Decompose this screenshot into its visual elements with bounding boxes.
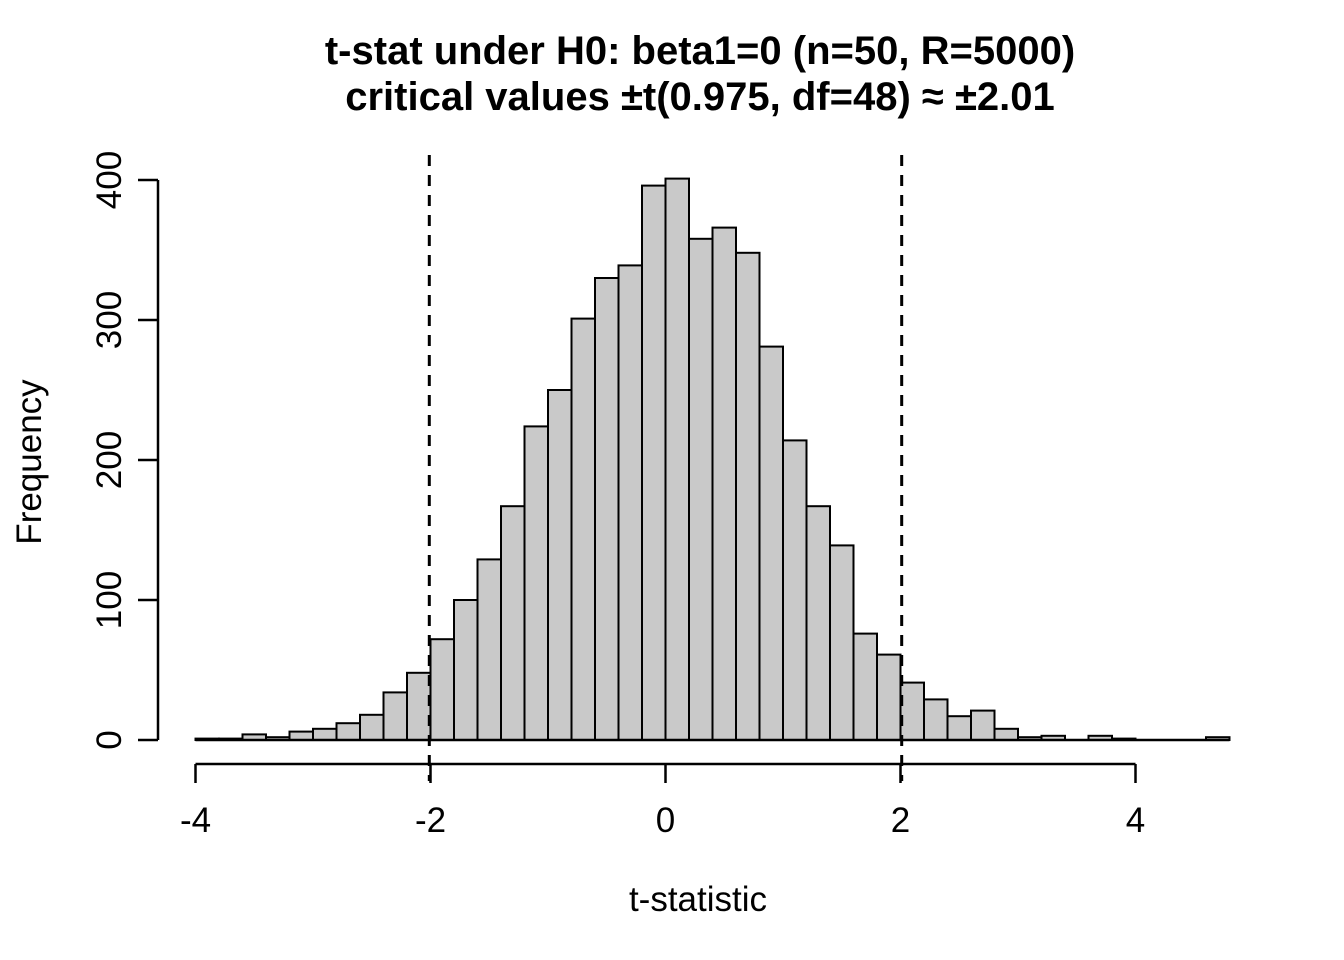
x-axis-tick-label: -4 bbox=[180, 801, 211, 840]
chart-title: t-stat under H0: beta1=0 (n=50, R=5000) … bbox=[56, 28, 1344, 120]
histogram-bar bbox=[876, 653, 902, 741]
histogram-bar bbox=[453, 599, 479, 741]
x-axis-tick-label: -2 bbox=[415, 801, 446, 840]
y-axis-tick-label: 400 bbox=[90, 151, 129, 209]
histogram-bar bbox=[852, 632, 878, 741]
y-axis-tick-label: 0 bbox=[90, 730, 129, 749]
histogram-bar bbox=[406, 671, 432, 741]
histogram-bar bbox=[312, 727, 338, 741]
histogram-bar bbox=[805, 505, 831, 742]
histogram-bar bbox=[970, 709, 996, 741]
x-axis-tick-label: 0 bbox=[656, 801, 675, 840]
y-axis-tick-label: 100 bbox=[90, 571, 129, 629]
histogram-bar bbox=[476, 558, 502, 742]
histogram-bar bbox=[688, 237, 714, 742]
histogram-bar bbox=[946, 715, 972, 742]
y-axis-tick-label: 200 bbox=[90, 431, 129, 489]
histogram-bar bbox=[429, 638, 455, 742]
histogram-bar bbox=[923, 698, 949, 742]
histogram-bar bbox=[570, 317, 596, 741]
histogram-bar bbox=[617, 264, 643, 741]
y-axis-tick-label: 300 bbox=[90, 291, 129, 349]
histogram-bar bbox=[664, 177, 690, 742]
histogram-bar bbox=[288, 730, 314, 741]
histogram-bar bbox=[547, 389, 573, 741]
x-axis-label: t-statistic bbox=[628, 880, 768, 919]
histogram-bar bbox=[782, 439, 808, 741]
histogram-bar bbox=[735, 251, 761, 742]
chart-title-line2: critical values ±t(0.975, df=48) ≈ ±2.01 bbox=[345, 75, 1055, 119]
histogram-bar bbox=[523, 425, 549, 741]
histogram-bar bbox=[899, 681, 925, 741]
histogram-bar bbox=[641, 184, 667, 742]
chart-title-line1: t-stat under H0: beta1=0 (n=50, R=5000) bbox=[324, 29, 1076, 73]
x-axis-tick-label: 4 bbox=[1126, 801, 1145, 840]
histogram-bar bbox=[829, 544, 855, 742]
histogram-bar bbox=[711, 226, 737, 742]
histogram-bar bbox=[335, 722, 361, 742]
histogram-bar bbox=[359, 713, 385, 741]
histogram-bar bbox=[594, 277, 620, 741]
histogram-bar bbox=[758, 345, 784, 741]
x-axis-tick-label: 2 bbox=[891, 801, 910, 840]
histogram-bar bbox=[382, 691, 408, 742]
histogram-bar bbox=[500, 505, 526, 742]
histogram-bar bbox=[993, 727, 1019, 741]
